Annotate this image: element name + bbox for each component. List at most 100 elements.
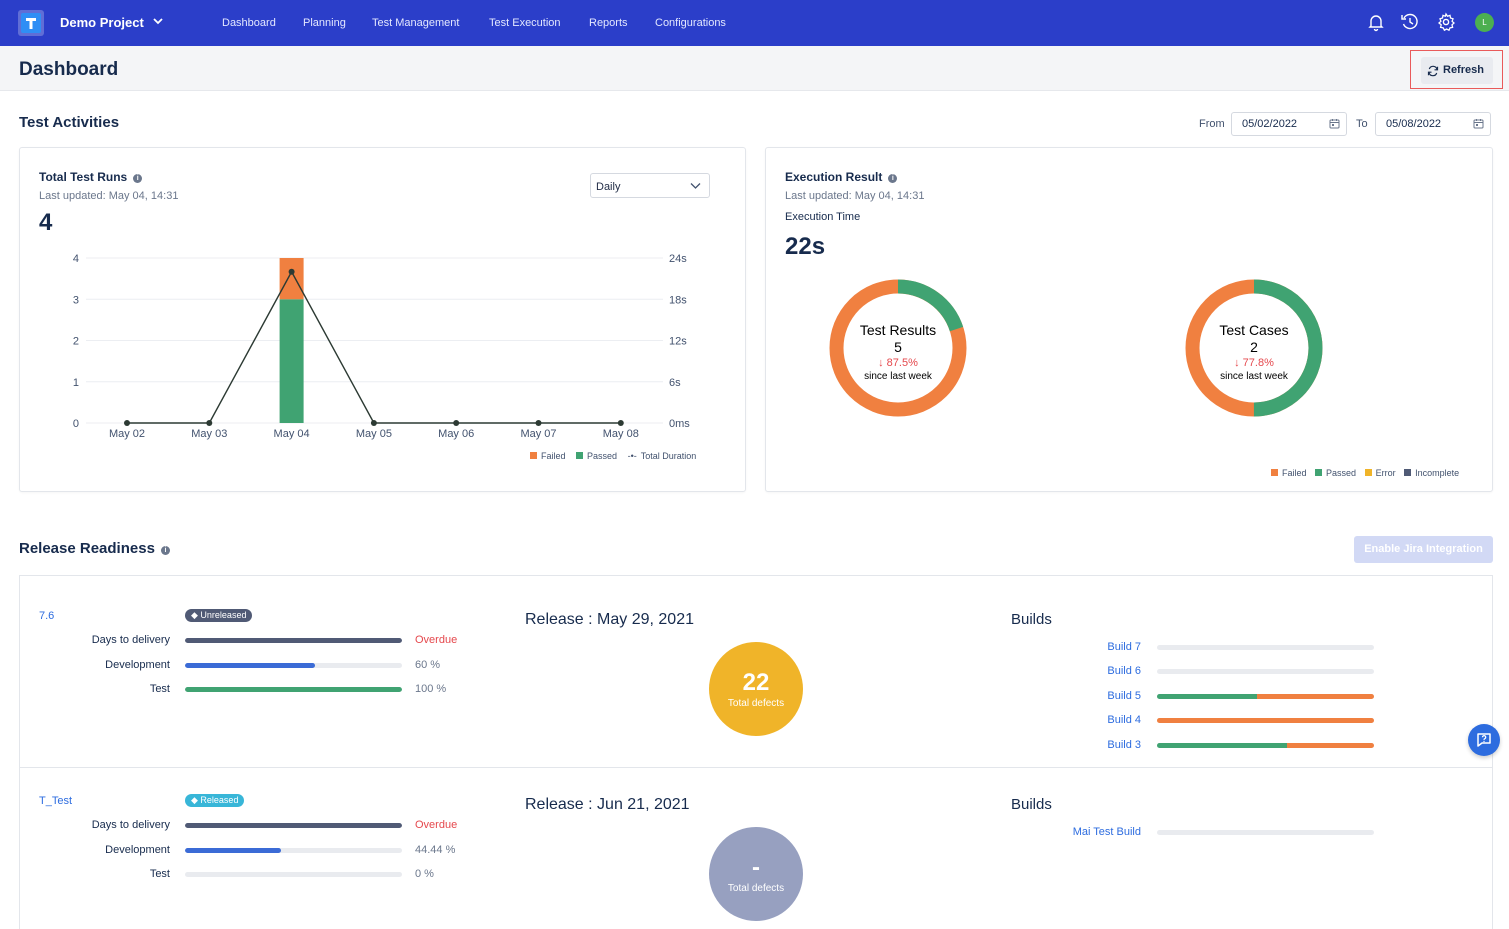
refresh-button[interactable]: Refresh bbox=[1421, 57, 1493, 84]
y2-tick-label: 18s bbox=[669, 294, 687, 306]
release-divider bbox=[20, 767, 1492, 768]
info-icon[interactable]: i bbox=[160, 546, 170, 555]
builds-title: Builds bbox=[1011, 796, 1052, 813]
nav-dashboard[interactable]: Dashboard bbox=[222, 17, 276, 29]
y-tick-label: 4 bbox=[73, 253, 79, 265]
legend-error: Error bbox=[1375, 468, 1396, 478]
test-results-change: ↓ 87.5% bbox=[878, 357, 918, 369]
refresh-label: Refresh bbox=[1443, 64, 1484, 76]
from-label: From bbox=[1199, 118, 1225, 130]
total-defects-circle[interactable]: 22 Total defects bbox=[709, 642, 803, 736]
duration-point bbox=[206, 420, 213, 426]
to-date-value: 05/08/2022 bbox=[1386, 118, 1442, 130]
history-icon[interactable] bbox=[1400, 12, 1420, 32]
granularity-select[interactable]: Daily bbox=[590, 173, 710, 198]
x-tick-label: May 02 bbox=[109, 428, 145, 440]
nav-planning[interactable]: Planning bbox=[303, 17, 346, 29]
info-icon[interactable]: i bbox=[133, 174, 143, 183]
bar-fill bbox=[185, 823, 402, 828]
legend-duration-line-icon: -•- bbox=[627, 451, 637, 461]
build-passed-segment bbox=[1157, 694, 1257, 699]
release-readiness-title-text: Release Readiness bbox=[19, 540, 155, 557]
status-badge: ◆ Unreleased bbox=[185, 609, 253, 622]
legend-failed-swatch bbox=[1271, 469, 1278, 476]
build-link[interactable]: Build 7 bbox=[1107, 641, 1141, 653]
chevron-down-icon[interactable] bbox=[151, 14, 165, 28]
build-bar bbox=[1157, 718, 1374, 723]
days-to-delivery-bar bbox=[185, 823, 402, 828]
metric-label: Development bbox=[105, 659, 170, 671]
total-defects-circle[interactable]: - Total defects bbox=[709, 827, 803, 921]
legend-passed: Passed bbox=[587, 451, 618, 461]
duration-point bbox=[535, 420, 542, 426]
test-cases-center: Test Cases 2 ↓ 77.8% since last week bbox=[1184, 322, 1324, 382]
status-badge: ◆ Released bbox=[185, 794, 245, 807]
test-results-count: 5 bbox=[894, 339, 902, 355]
test-cases-change: ↓ 77.8% bbox=[1234, 357, 1274, 369]
y2-tick-label: 0ms bbox=[669, 418, 690, 430]
help-icon bbox=[1477, 733, 1491, 747]
metric-value: Overdue bbox=[415, 819, 458, 831]
legend-incomplete-swatch bbox=[1404, 469, 1412, 476]
top-navigation: Demo Project Dashboard Planning Test Man… bbox=[0, 0, 1509, 46]
release-name-link[interactable]: T_Test bbox=[39, 795, 73, 807]
gear-icon[interactable] bbox=[1436, 12, 1456, 32]
total-runs-updated: Last updated: May 04, 14:31 bbox=[39, 190, 179, 202]
nav-test-management[interactable]: Test Management bbox=[372, 17, 460, 29]
build-link[interactable]: Mai Test Build bbox=[1072, 826, 1141, 838]
build-link[interactable]: Build 4 bbox=[1107, 714, 1141, 726]
bell-icon[interactable] bbox=[1366, 12, 1386, 32]
from-date-input[interactable]: 05/02/2022 bbox=[1231, 112, 1347, 136]
legend-passed-swatch bbox=[576, 452, 584, 459]
donut-passed-arc bbox=[829, 279, 967, 417]
status-badge-label: Unreleased bbox=[200, 610, 247, 620]
katalon-logo-icon[interactable] bbox=[18, 10, 44, 36]
total-runs-chart: 0 1 2 3 4 0ms 6s 12s 18s 24s May 02 May 03 May 04 May… bbox=[73, 253, 690, 440]
granularity-value: Daily bbox=[596, 181, 621, 193]
to-date-input[interactable]: 05/08/2022 bbox=[1375, 112, 1491, 136]
bar-passed bbox=[279, 299, 304, 423]
page-title: Dashboard bbox=[19, 59, 119, 80]
x-tick-label: May 05 bbox=[356, 428, 392, 440]
help-button[interactable] bbox=[1468, 724, 1500, 756]
legend-duration: Total Duration bbox=[640, 451, 697, 461]
nav-configurations[interactable]: Configurations bbox=[655, 17, 726, 29]
build-link[interactable]: Build 5 bbox=[1107, 690, 1141, 702]
y-tick-label: 2 bbox=[73, 336, 79, 348]
metric-value: Overdue bbox=[415, 634, 458, 646]
defects-label: Total defects bbox=[727, 883, 785, 894]
execution-result-title: Execution Result i bbox=[785, 170, 898, 184]
nav-test-execution[interactable]: Test Execution bbox=[489, 17, 561, 29]
total-test-runs-card bbox=[19, 147, 746, 492]
execution-time-value: 22s bbox=[785, 233, 826, 260]
legend-failed-swatch bbox=[530, 452, 537, 459]
info-icon[interactable]: i bbox=[888, 174, 898, 183]
execution-result-title-text: Execution Result bbox=[785, 170, 883, 184]
bar-fill bbox=[185, 638, 402, 643]
defects-count: - bbox=[752, 854, 760, 881]
release-name-link[interactable]: 7.6 bbox=[39, 610, 55, 622]
test-results-title: Test Results bbox=[859, 322, 937, 338]
build-failed-segment bbox=[1256, 694, 1374, 699]
enable-jira-button[interactable]: Enable Jira Integration bbox=[1354, 536, 1493, 563]
from-date-value: 05/02/2022 bbox=[1242, 118, 1298, 130]
metric-label: Development bbox=[105, 844, 170, 856]
x-tick-label: May 08 bbox=[603, 428, 639, 440]
build-link[interactable]: Build 6 bbox=[1107, 665, 1141, 677]
test-activities-title: Test Activities bbox=[19, 114, 120, 131]
execution-result-card bbox=[765, 147, 1493, 492]
total-test-runs-title-text: Total Test Runs bbox=[39, 170, 128, 184]
development-bar bbox=[185, 663, 402, 668]
build-link[interactable]: Build 3 bbox=[1107, 739, 1141, 751]
user-avatar[interactable]: L bbox=[1475, 13, 1494, 32]
test-results-center: Test Results 5 ↓ 87.5% since last week bbox=[828, 322, 968, 382]
x-tick-label: May 06 bbox=[438, 428, 474, 440]
metric-value: 44.44 % bbox=[415, 844, 456, 856]
bar-fill bbox=[185, 848, 282, 853]
y-tick-label: 1 bbox=[73, 377, 79, 389]
nav-reports[interactable]: Reports bbox=[589, 17, 628, 29]
duration-point bbox=[288, 268, 295, 275]
project-name[interactable]: Demo Project bbox=[60, 15, 144, 30]
calendar-icon bbox=[1473, 119, 1484, 129]
release-row: T_Test ◆ Released Days to delivery Overd… bbox=[20, 761, 1492, 929]
